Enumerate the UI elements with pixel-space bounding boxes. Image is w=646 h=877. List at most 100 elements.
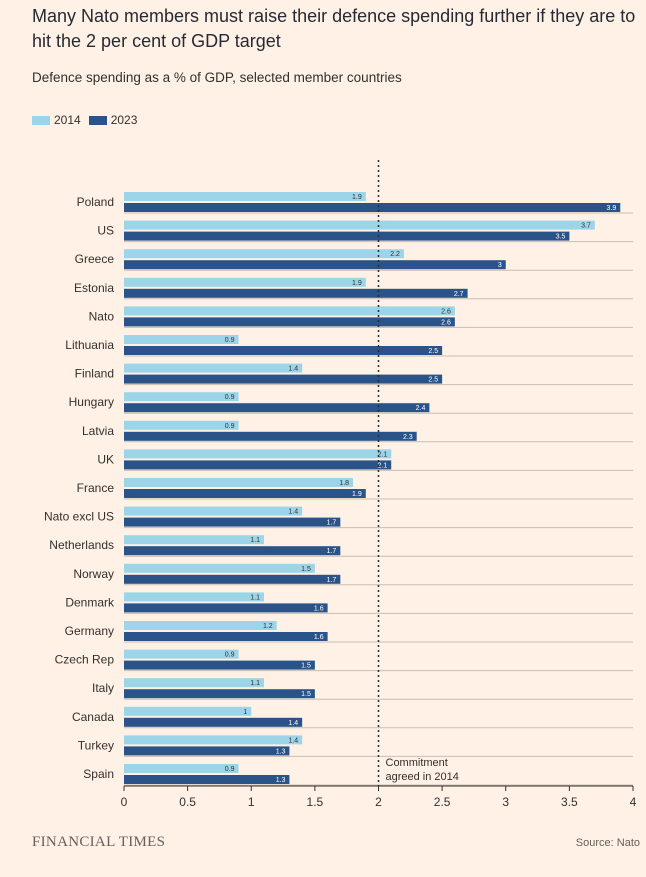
legend-label-2023: 2023 — [110, 113, 138, 127]
category-label: Lithuania — [65, 338, 114, 352]
data-label-2023: 1.5 — [301, 691, 311, 698]
data-label-2014: 0.9 — [225, 423, 235, 430]
bar-chart: Poland 1.9 3.9 US 3.7 3.5 Greece 2.2 3 Estonia 1.9… — [44, 160, 637, 809]
bar-2023 — [124, 689, 315, 699]
legend-swatch-2023 — [88, 115, 107, 125]
bar-2014 — [124, 764, 239, 773]
bar-2014 — [124, 678, 264, 688]
data-label-2014: 1 — [243, 709, 247, 716]
bar-2014 — [124, 420, 239, 430]
bar-2023 — [124, 203, 621, 212]
bar-2014 — [124, 335, 239, 344]
category-label: Canada — [72, 710, 114, 724]
bar-2023 — [124, 746, 290, 756]
bar-2014 — [124, 706, 252, 716]
data-label-2014: 1.5 — [301, 566, 311, 573]
category-label: Nato — [89, 309, 115, 323]
category-label: Hungary — [69, 395, 114, 409]
bar-2023 — [124, 374, 443, 384]
bar-2023 — [124, 288, 468, 298]
bar-2014 — [124, 392, 239, 402]
bar-2014 — [124, 306, 455, 316]
category-label: US — [97, 224, 114, 238]
data-label-2014: 1.1 — [250, 537, 260, 544]
bar-2023 — [124, 431, 417, 441]
x-tick-label: 2.5 — [434, 795, 451, 809]
bar-2023 — [124, 260, 506, 270]
category-label: Netherlands — [49, 538, 114, 552]
data-label-2014: 1.1 — [250, 680, 260, 687]
data-label-2014: 1.9 — [352, 194, 362, 201]
data-label-2014: 2.6 — [441, 308, 451, 315]
data-label-2023: 1.6 — [314, 634, 324, 641]
x-tick-label: 4 — [630, 795, 637, 809]
category-label: Spain — [83, 767, 114, 781]
x-tick-label: 3 — [502, 795, 509, 809]
data-label-2014: 1.4 — [288, 366, 298, 373]
data-label-2014: 0.9 — [225, 394, 235, 401]
category-label: Turkey — [78, 738, 114, 752]
bar-2023 — [124, 403, 430, 413]
data-label-2023: 3.9 — [607, 205, 617, 212]
source-note: Source: Nato — [575, 837, 640, 849]
data-label-2014: 0.9 — [225, 337, 235, 344]
data-label-2023: 2.4 — [416, 405, 426, 412]
bar-2014 — [124, 363, 303, 373]
bar-2023 — [124, 489, 366, 498]
chart-subtitle: Defence spending as a % of GDP, selected… — [32, 70, 402, 85]
bar-2014 — [124, 735, 303, 745]
data-label-2023: 1.7 — [327, 520, 337, 527]
category-label: France — [77, 481, 115, 495]
x-tick-label: 0 — [121, 795, 128, 809]
bar-2023 — [124, 346, 443, 355]
legend-swatch-2014 — [32, 115, 50, 125]
data-label-2014: 2.2 — [390, 251, 400, 258]
data-label-2023: 1.7 — [327, 548, 337, 555]
data-label-2023: 1.5 — [301, 663, 311, 670]
ft-logo: FINANCIAL TIMES — [32, 834, 166, 850]
data-label-2023: 1.9 — [352, 491, 362, 498]
data-label-2023: 2.1 — [377, 462, 387, 469]
bar-2023 — [124, 603, 328, 613]
category-label: Czech Rep — [55, 653, 115, 667]
bar-2014 — [124, 249, 404, 259]
category-label: Finland — [75, 367, 114, 381]
chart-title: Many Nato members must raise their defen… — [32, 6, 636, 51]
data-label-2014: 1.2 — [263, 623, 273, 630]
legend-item-2023: 2023 — [88, 113, 138, 127]
data-label-2023: 2.7 — [454, 291, 464, 298]
data-label-2014: 3.7 — [581, 223, 591, 230]
legend-item-2014: 2014 — [32, 113, 81, 127]
bar-2023 — [124, 317, 455, 327]
category-label: Germany — [65, 624, 114, 638]
bar-2023 — [124, 717, 303, 727]
bar-2023 — [124, 660, 315, 670]
bar-2014 — [124, 563, 315, 573]
bar-2014 — [124, 649, 239, 659]
category-label: UK — [97, 452, 114, 466]
data-label-2023: 1.6 — [314, 605, 324, 612]
bar-2023 — [124, 231, 570, 241]
bar-2014 — [124, 220, 595, 230]
data-label-2014: 2.1 — [377, 451, 387, 458]
category-label: Estonia — [74, 281, 114, 295]
data-label-2014: 1.4 — [288, 509, 298, 516]
data-label-2023: 1.4 — [288, 720, 298, 727]
category-label: Poland — [77, 195, 114, 209]
bar-2023 — [124, 517, 341, 527]
category-label: Greece — [75, 252, 115, 266]
bar-2023 — [124, 460, 392, 470]
data-label-2014: 0.9 — [225, 766, 235, 773]
data-label-2023: 2.3 — [403, 434, 413, 441]
x-tick-label: 1.5 — [307, 795, 324, 809]
bar-2014 — [124, 535, 264, 545]
bar-2014 — [124, 478, 354, 487]
data-label-2014: 0.9 — [225, 652, 235, 659]
bar-2023 — [124, 574, 341, 584]
data-label-2014: 1.4 — [288, 737, 298, 744]
x-tick-label: 0.5 — [179, 795, 196, 809]
data-label-2023: 2.5 — [428, 377, 438, 384]
data-label-2023: 2.5 — [428, 348, 438, 355]
bar-2014 — [124, 506, 303, 516]
data-label-2014: 1.9 — [352, 280, 362, 287]
